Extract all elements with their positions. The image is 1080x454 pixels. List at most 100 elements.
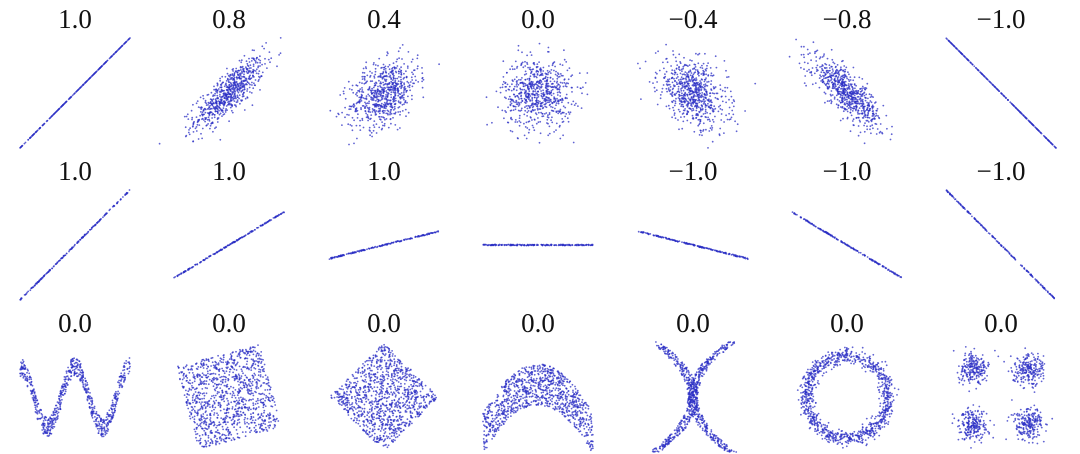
data-point: [233, 100, 236, 102]
data-point: [517, 105, 520, 107]
data-point: [235, 84, 237, 87]
data-point: [402, 96, 405, 99]
data-point: [540, 81, 543, 83]
data-point: [201, 113, 203, 116]
data-point: [531, 106, 534, 109]
data-point: [644, 60, 647, 63]
data-point: [853, 76, 856, 79]
data-point: [695, 116, 698, 119]
data-point: [409, 89, 411, 92]
data-point: [535, 83, 537, 85]
data-point: [492, 244, 495, 247]
data-point: [361, 75, 364, 78]
data-point: [220, 91, 223, 93]
data-point: [564, 106, 567, 109]
data-point: [397, 94, 400, 97]
data-point: [1020, 112, 1023, 115]
data-point: [704, 89, 707, 91]
data-point: [538, 42, 541, 45]
data-point: [406, 101, 408, 104]
data-point: [233, 104, 236, 106]
data-point: [400, 87, 402, 90]
data-point: [673, 114, 676, 116]
data-point: [240, 99, 242, 101]
data-point: [705, 128, 707, 131]
data-point: [386, 99, 389, 101]
data-point: [29, 136, 32, 139]
data-point: [530, 83, 533, 86]
data-point: [266, 67, 268, 69]
data-point: [678, 66, 680, 69]
data-point: [41, 124, 44, 127]
data-point: [857, 116, 860, 119]
data-point: [417, 235, 420, 238]
data-point: [265, 42, 267, 44]
data-point: [393, 89, 396, 92]
data-point: [876, 109, 878, 112]
data-point: [219, 249, 221, 252]
data-point: [119, 46, 122, 49]
data-point: [955, 47, 958, 50]
data-point: [369, 70, 371, 73]
data-point: [563, 81, 566, 84]
data-point: [409, 81, 412, 83]
data-point: [857, 134, 860, 137]
data-point: [35, 282, 38, 285]
data-point: [831, 68, 834, 71]
data-point: [369, 76, 371, 78]
data-point: [348, 143, 350, 146]
data-point: [411, 58, 414, 61]
data-point: [389, 242, 392, 245]
data-point: [841, 60, 843, 63]
data-point: [687, 110, 689, 113]
data-point: [1035, 127, 1038, 130]
data-point: [726, 118, 729, 121]
data-point: [537, 90, 539, 93]
data-point: [521, 82, 523, 84]
data-point: [697, 106, 700, 109]
data-point: [364, 249, 366, 252]
data-point: [390, 96, 393, 99]
data-point: [682, 77, 685, 80]
data-point: [696, 114, 698, 116]
data-point: [707, 147, 709, 149]
data-point: [497, 244, 500, 247]
data-point: [551, 86, 553, 88]
data-point: [834, 75, 837, 78]
data-point: [703, 84, 705, 86]
data-point: [518, 243, 521, 246]
data-point: [692, 96, 695, 99]
data-point: [340, 255, 342, 258]
data-point: [667, 104, 670, 107]
data-point: [517, 109, 520, 112]
data-point: [196, 120, 199, 123]
data-point: [374, 245, 377, 248]
data-point: [546, 69, 549, 72]
data-point: [711, 92, 714, 94]
data-point: [513, 244, 515, 247]
data-point: [725, 69, 727, 72]
data-point: [383, 122, 386, 125]
data-point: [810, 74, 813, 77]
data-point: [818, 86, 821, 89]
data-point: [695, 84, 698, 87]
data-point: [728, 106, 731, 109]
data-point: [964, 56, 967, 59]
data-point: [830, 90, 833, 92]
data-point: [679, 62, 682, 65]
data-point: [401, 44, 404, 46]
data-point: [549, 98, 552, 101]
data-point: [524, 99, 527, 101]
data-point: [251, 49, 254, 51]
data-point: [251, 84, 253, 86]
data-point: [807, 62, 809, 65]
data-point: [362, 97, 365, 99]
data-point: [661, 87, 664, 90]
data-point: [523, 73, 526, 76]
data-point: [547, 122, 549, 125]
data-point: [571, 74, 574, 76]
data-point: [843, 96, 846, 99]
data-point: [217, 88, 220, 90]
data-point: [386, 84, 389, 86]
data-point: [680, 89, 683, 92]
